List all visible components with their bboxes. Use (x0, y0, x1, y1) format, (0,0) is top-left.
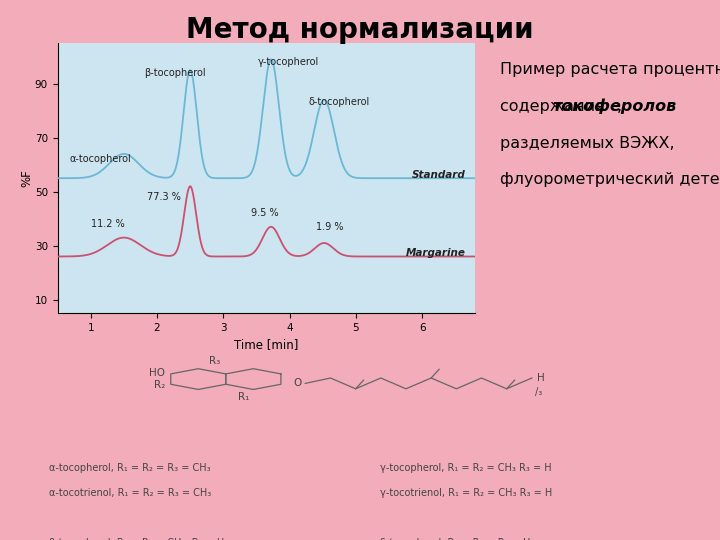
Text: β-tocopherol, R₁ = R₃ = CH₃; R₂ = H: β-tocopherol, R₁ = R₃ = CH₃; R₂ = H (49, 538, 225, 540)
Text: 77.3 %: 77.3 % (147, 192, 181, 202)
Text: Пример расчета процентного: Пример расчета процентного (500, 62, 720, 77)
Text: токоферолов: токоферолов (552, 99, 677, 114)
Text: 11.2 %: 11.2 % (91, 219, 125, 229)
Text: α-tocotrienol, R₁ = R₂ = R₃ = CH₃: α-tocotrienol, R₁ = R₂ = R₃ = CH₃ (49, 488, 212, 498)
Text: β-tocopherol: β-tocopherol (144, 68, 205, 78)
Text: δ-tocopherol: δ-tocopherol (308, 97, 369, 107)
Text: O: O (293, 379, 302, 388)
Text: Standard: Standard (412, 170, 465, 180)
Y-axis label: %F: %F (20, 170, 33, 187)
Text: флуорометрический детектор: флуорометрический детектор (500, 172, 720, 187)
Text: содержания: содержания (500, 99, 611, 114)
Text: 9.5 %: 9.5 % (251, 208, 279, 218)
Text: γ-tocopherol: γ-tocopherol (258, 57, 319, 67)
Text: γ-tocopherol, R₁ = R₂ = CH₃ R₃ = H: γ-tocopherol, R₁ = R₂ = CH₃ R₃ = H (380, 463, 552, 474)
Text: γ-tocotrienol, R₁ = R₂ = CH₃ R₃ = H: γ-tocotrienol, R₁ = R₂ = CH₃ R₃ = H (380, 488, 553, 498)
Text: H: H (537, 373, 545, 383)
Text: α-tocopherol, R₁ = R₂ = R₃ = CH₃: α-tocopherol, R₁ = R₂ = R₃ = CH₃ (49, 463, 211, 474)
Text: Margarine: Margarine (405, 248, 465, 259)
Text: δ-tocopherol, R₁ = R₂ = R₃ = H: δ-tocopherol, R₁ = R₂ = R₃ = H (380, 538, 531, 540)
Text: R₃: R₃ (209, 356, 220, 366)
Text: /₃: /₃ (535, 387, 542, 397)
Text: ,: , (617, 99, 622, 114)
Text: R₁: R₁ (238, 392, 250, 402)
Text: HO: HO (149, 368, 165, 379)
Text: 1.9 %: 1.9 % (316, 221, 343, 232)
Text: разделяемых ВЭЖХ,: разделяемых ВЭЖХ, (500, 136, 675, 151)
X-axis label: Time [min]: Time [min] (234, 339, 299, 352)
Text: Метод нормализации: Метод нормализации (186, 16, 534, 44)
Text: R₂: R₂ (153, 380, 165, 390)
Text: α-tocopherol: α-tocopherol (70, 154, 131, 164)
